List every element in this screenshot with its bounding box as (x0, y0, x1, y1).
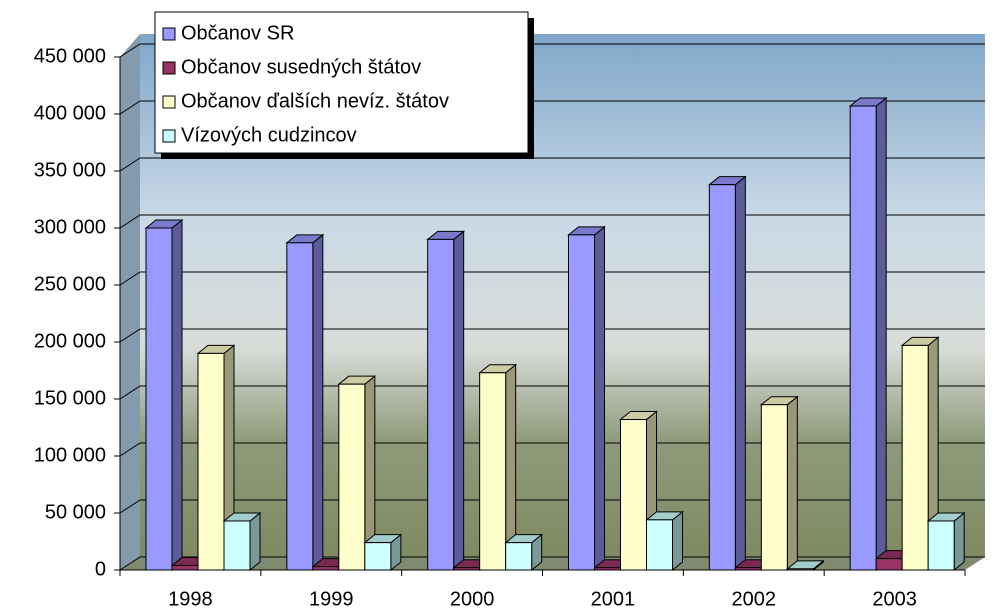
bar (364, 542, 392, 571)
bar (875, 558, 903, 571)
bar-side (249, 511, 261, 572)
x-tick-label: 2003 (872, 588, 917, 610)
bar (223, 520, 251, 571)
y-tick-label: 0 (95, 558, 106, 580)
bar (286, 242, 314, 571)
legend-label: Občanov susedných štátov (181, 56, 421, 78)
legend-swatch (162, 129, 176, 143)
bar (312, 566, 340, 571)
bar (734, 567, 762, 571)
y-tick-label: 200 000 (34, 330, 106, 352)
bar (171, 564, 199, 571)
grid-line (119, 157, 985, 172)
grid-line (119, 556, 985, 571)
grid-line (119, 499, 985, 514)
bar (786, 568, 814, 571)
legend-box (154, 11, 529, 154)
bar (479, 372, 507, 571)
grid-line (119, 271, 985, 286)
bar (568, 234, 595, 571)
y-tick-label: 350 000 (34, 159, 106, 181)
bar-side (453, 230, 465, 572)
y-tick-label: 50 000 (45, 501, 106, 523)
legend-swatch (162, 95, 176, 109)
grid-line (119, 100, 985, 115)
bar (708, 184, 736, 571)
bar-side (875, 96, 887, 572)
bar (338, 383, 366, 571)
bar (427, 238, 455, 571)
grid-line (119, 328, 985, 343)
x-tick-label: 2001 (591, 588, 636, 610)
bar (145, 227, 173, 571)
bar (620, 419, 647, 571)
bar (927, 520, 955, 571)
legend-swatch (162, 61, 176, 75)
bar-side (734, 175, 746, 572)
legend-label: Občanov ďalších nevíz. štátov (181, 90, 449, 112)
x-tick-label: 1998 (168, 588, 213, 610)
bar (453, 567, 481, 571)
y-tick-label: 100 000 (34, 444, 106, 466)
bar-side (312, 233, 324, 572)
legend: Občanov SR Občanov susedných štátov Občano… (154, 11, 534, 159)
x-tick-label: 1999 (309, 588, 354, 610)
bar (646, 519, 673, 571)
bar-side (171, 218, 183, 572)
bar (760, 404, 788, 571)
bar (197, 352, 225, 571)
y-tick-label: 300 000 (34, 216, 106, 238)
bar (594, 567, 621, 571)
grid-line (119, 214, 985, 229)
grid-line (119, 442, 985, 457)
bar (505, 542, 533, 571)
y-tick-label: 250 000 (34, 273, 106, 295)
grid-line (119, 385, 985, 400)
bar-side (594, 225, 605, 572)
legend-label: Vízových cudzincov (181, 124, 357, 146)
grid-line (119, 43, 985, 58)
bar (849, 105, 877, 571)
bar-side (786, 395, 798, 572)
side-wall (120, 34, 140, 570)
x-tick-label: 2002 (732, 588, 777, 610)
bar-side (953, 511, 965, 572)
plot-area: 0 50 000 100 000 150 000 200 000 250 000 300 0… (34, 34, 985, 610)
legend-label: Občanov SR (181, 22, 294, 44)
bar (901, 344, 929, 571)
y-tick-label: 150 000 (34, 387, 106, 409)
bar-side (672, 510, 683, 572)
x-tick-label: 2000 (450, 588, 495, 610)
y-tick-label: 450 000 (34, 45, 106, 67)
y-tick-label: 400 000 (34, 102, 106, 124)
legend-swatch (162, 27, 176, 41)
